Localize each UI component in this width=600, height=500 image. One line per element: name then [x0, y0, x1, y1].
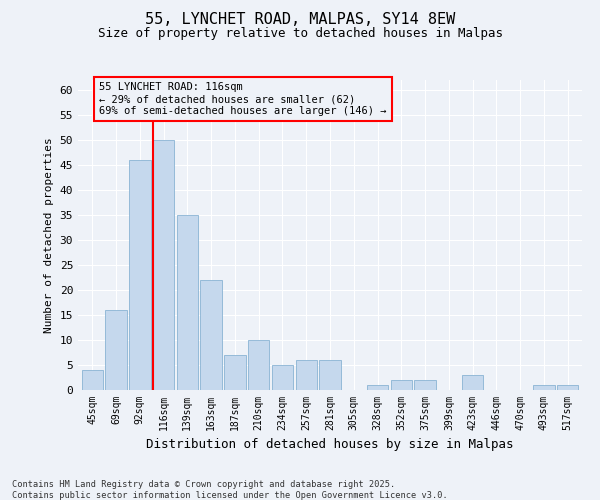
Bar [319, 360, 341, 390]
Bar [248, 340, 269, 390]
Text: Contains HM Land Registry data © Crown copyright and database right 2025.
Contai: Contains HM Land Registry data © Crown c… [12, 480, 448, 500]
Y-axis label: Number of detached properties: Number of detached properties [44, 137, 54, 333]
Bar [129, 160, 151, 390]
Bar [176, 215, 198, 390]
Text: Size of property relative to detached houses in Malpas: Size of property relative to detached ho… [97, 28, 503, 40]
Text: 55 LYNCHET ROAD: 116sqm
← 29% of detached houses are smaller (62)
69% of semi-de: 55 LYNCHET ROAD: 116sqm ← 29% of detache… [100, 82, 387, 116]
Text: 55, LYNCHET ROAD, MALPAS, SY14 8EW: 55, LYNCHET ROAD, MALPAS, SY14 8EW [145, 12, 455, 28]
Bar [391, 380, 412, 390]
Bar [296, 360, 317, 390]
Bar [272, 365, 293, 390]
Bar [533, 385, 554, 390]
Bar [367, 385, 388, 390]
Bar [415, 380, 436, 390]
Bar [557, 385, 578, 390]
X-axis label: Distribution of detached houses by size in Malpas: Distribution of detached houses by size … [146, 438, 514, 452]
Bar [224, 355, 245, 390]
Bar [200, 280, 222, 390]
Bar [82, 370, 103, 390]
Bar [153, 140, 174, 390]
Bar [462, 375, 484, 390]
Bar [106, 310, 127, 390]
